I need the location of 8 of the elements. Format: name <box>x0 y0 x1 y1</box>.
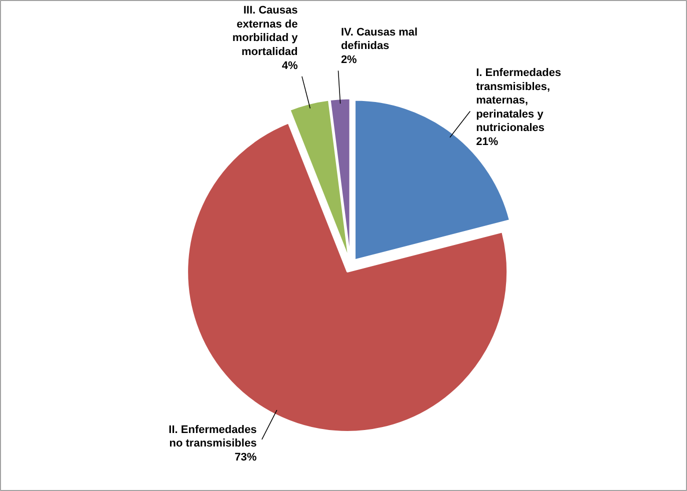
data-label: 73% <box>234 452 257 464</box>
data-label: 2% <box>340 54 358 66</box>
data-label: 21% <box>476 136 498 148</box>
data-label: 4% <box>282 60 298 72</box>
slice-label: II. Enfermedades no transmisibles <box>168 424 257 450</box>
slice-label: IV. Causas mal definidas <box>340 26 418 52</box>
slice-label: I. Enfermedades transmisibles, maternas, perinatales y nutricionales <box>476 66 562 134</box>
slice-label: III. Causas externas de morbilidad y mortalidad <box>232 4 299 58</box>
